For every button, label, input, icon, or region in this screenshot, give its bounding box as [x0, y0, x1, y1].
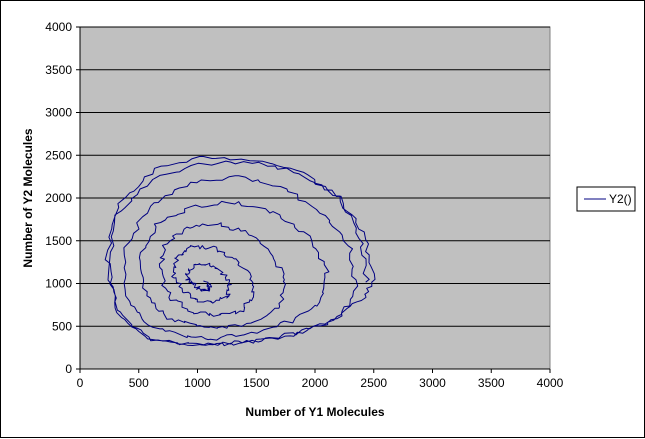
y-axis-title: Number of Y2 Molecules	[21, 128, 35, 267]
x-tick-label: 2000	[302, 376, 329, 390]
y-tick-label: 0	[65, 362, 72, 376]
legend-label-y2: Y2()	[609, 192, 632, 206]
y-tick-label: 3500	[45, 63, 72, 77]
x-tick-label: 2500	[360, 376, 387, 390]
y-tick-label: 1000	[45, 277, 72, 291]
x-tick-label: 1500	[243, 376, 270, 390]
y-tick-label: 3000	[45, 106, 72, 120]
data-layer	[104, 155, 376, 347]
x-tick-label: 3000	[419, 376, 446, 390]
x-tick-label: 4000	[537, 376, 564, 390]
series-line-y2	[104, 155, 376, 347]
x-tick-label: 1000	[184, 376, 211, 390]
y-tick-label: 4000	[45, 20, 72, 34]
x-axis-ticks: 0 500 1000 1500 2000 2500 3000 3500 4000	[77, 369, 564, 390]
x-tick-label: 0	[77, 376, 84, 390]
legend: Y2()	[576, 186, 636, 212]
y-tick-label: 2500	[45, 148, 72, 162]
x-axis-title: Number of Y1 Molecules	[245, 405, 384, 419]
x-tick-label: 500	[129, 376, 149, 390]
y-tick-label: 1500	[45, 234, 72, 248]
y-axis-ticks: 0 500 1000 1500 2000 2500 3000 3500 4000	[45, 20, 80, 376]
x-tick-label: 3500	[478, 376, 505, 390]
y-tick-label: 500	[52, 319, 72, 333]
gridlines	[80, 26, 550, 327]
y-tick-label: 2000	[45, 191, 72, 205]
